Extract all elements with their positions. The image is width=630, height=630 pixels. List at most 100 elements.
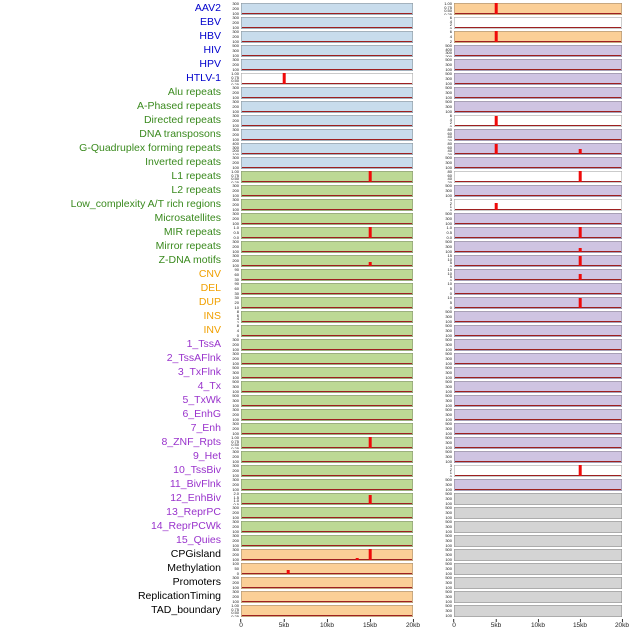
- track-row: TAD_boundary 1.000.750.500.250.00 500300…: [0, 604, 630, 618]
- y-tick-label: 200: [232, 551, 239, 557]
- y-tick-label: 0.50: [231, 176, 239, 181]
- y-axis-ticks: 90 60 30: [226, 282, 241, 295]
- signal-baseline: [241, 69, 413, 71]
- y-axis-ticks: 500 300 100: [226, 44, 241, 57]
- y-tick-label: 1.0: [233, 498, 239, 503]
- signal-baseline: [454, 139, 622, 141]
- signal-spike: [578, 274, 582, 281]
- y-tick-label: 60: [447, 144, 452, 150]
- y-tick-label: 100: [445, 458, 452, 463]
- track-plot: [241, 156, 413, 170]
- row-label: TAD_boundary: [151, 604, 221, 616]
- track-plot: [454, 128, 622, 142]
- signal-baseline: [454, 251, 622, 253]
- y-tick-label: 300: [232, 548, 239, 552]
- y-tick-label: 4: [236, 327, 239, 333]
- x-tick-label: 10kb: [319, 622, 335, 629]
- signal-spike: [368, 261, 372, 267]
- track-panel-left: 300 200 100: [226, 212, 413, 226]
- track-plot: [241, 394, 413, 408]
- y-tick-label: 300: [232, 47, 239, 53]
- track-plot: [454, 212, 622, 226]
- track-panel-left: 400 300 200 100: [226, 142, 413, 156]
- track-panel-right: 500 300 100: [439, 72, 622, 86]
- row-label: Promoters: [172, 576, 221, 588]
- y-tick-label: 2: [449, 200, 452, 206]
- signal-baseline: [454, 153, 622, 155]
- x-tick-mark: [240, 619, 242, 622]
- y-tick-label: 100: [445, 570, 452, 575]
- y-axis-ticks: 500 300 100: [439, 520, 454, 533]
- track-plot: [241, 506, 413, 520]
- track-panel-left: 300 200 100: [226, 100, 413, 114]
- y-axis-ticks: 15 10 5 0: [439, 254, 454, 267]
- row-label: ReplicationTiming: [137, 590, 221, 602]
- y-tick-label: 100: [445, 164, 452, 169]
- signal-baseline: [454, 335, 622, 337]
- y-tick-label: 500: [445, 86, 452, 90]
- y-tick-label: 60: [447, 172, 452, 178]
- y-tick-label: 500: [445, 576, 452, 580]
- track-plot: [454, 114, 622, 128]
- track-panel-left: 100 50 0: [226, 562, 413, 576]
- signal-baseline: [241, 573, 413, 575]
- y-tick-label: 300: [232, 506, 239, 510]
- track-plot: [454, 478, 622, 492]
- signal-spike: [368, 170, 372, 183]
- track-plot: [454, 72, 622, 86]
- row-label: CNV: [198, 268, 221, 280]
- track-plot: [241, 590, 413, 604]
- signal-baseline: [454, 349, 622, 351]
- track-row: G-Quadruplex forming repeats 400 300 200 10…: [0, 142, 630, 156]
- track-plot: [241, 100, 413, 114]
- y-tick-label: 300: [445, 383, 452, 389]
- track-row: 6_EnhG 300 200 100 500 300 100: [0, 408, 630, 422]
- y-tick-label: 0.25: [231, 81, 239, 85]
- signal-baseline: [454, 69, 622, 71]
- y-tick-label: 6: [449, 114, 452, 118]
- signal-spike: [578, 170, 582, 183]
- y-axis-ticks: 300 200 100: [226, 478, 241, 491]
- track-plot: [241, 296, 413, 310]
- y-axis-ticks: 500 300 100: [439, 436, 454, 449]
- signal-spike: [578, 248, 582, 253]
- track-plot: [241, 254, 413, 268]
- y-tick-label: 300: [232, 520, 239, 524]
- track-plot: [241, 576, 413, 590]
- y-tick-label: 500: [445, 380, 452, 384]
- track-plot: [241, 352, 413, 366]
- y-tick-label: 100: [232, 598, 239, 603]
- y-tick-label: 100: [445, 612, 452, 617]
- y-tick-label: 100: [232, 24, 239, 29]
- signal-baseline: [454, 405, 622, 407]
- track-panel-right: 10 5 0: [439, 282, 622, 296]
- y-tick-label: 0: [449, 123, 452, 127]
- y-tick-label: 500: [445, 436, 452, 440]
- signal-baseline: [454, 111, 622, 113]
- y-axis-ticks: 1.0 0.5 0.0: [439, 226, 454, 239]
- y-axis-ticks: 500 300 100: [439, 604, 454, 617]
- track-panel-right: 500 300 100: [439, 100, 622, 114]
- x-tick-label: 10kb: [530, 622, 546, 629]
- signal-spike: [494, 202, 498, 211]
- y-axis-ticks: 500400300200100: [439, 44, 454, 57]
- row-label: 10_TssBiv: [173, 464, 221, 476]
- y-axis-ticks: 1.000.750.500.250.00: [226, 604, 241, 617]
- x-tick-label: 20kb: [405, 622, 421, 629]
- y-tick-label: 300: [445, 89, 452, 95]
- y-tick-label: 500: [445, 72, 452, 76]
- signal-spike: [287, 570, 290, 575]
- track-panel-right: 500 300 100: [439, 86, 622, 100]
- y-tick-label: 100: [232, 52, 239, 57]
- y-tick-label: 200: [232, 509, 239, 515]
- y-tick-label: 500: [445, 408, 452, 412]
- track-panel-right: 500 300 100: [439, 576, 622, 590]
- y-tick-label: 500: [445, 506, 452, 510]
- y-tick-label: 10: [447, 270, 452, 276]
- y-tick-label: 100: [232, 164, 239, 169]
- y-tick-label: 200: [232, 201, 239, 207]
- y-tick-label: 100: [232, 108, 239, 113]
- signal-baseline: [454, 293, 622, 295]
